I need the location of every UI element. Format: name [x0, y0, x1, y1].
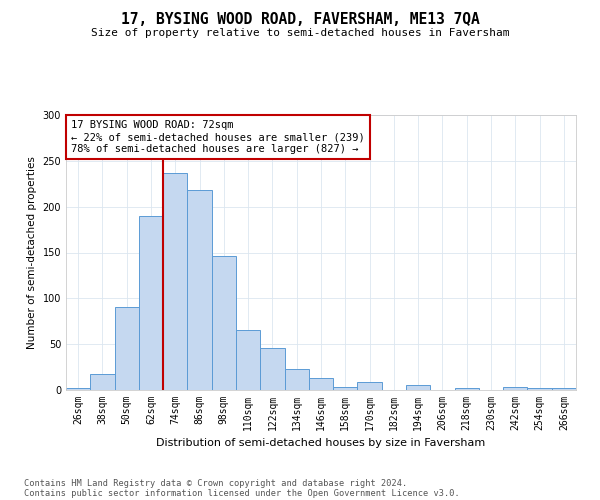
Y-axis label: Number of semi-detached properties: Number of semi-detached properties: [27, 156, 37, 349]
Text: Contains public sector information licensed under the Open Government Licence v3: Contains public sector information licen…: [24, 488, 460, 498]
X-axis label: Distribution of semi-detached houses by size in Faversham: Distribution of semi-detached houses by …: [157, 438, 485, 448]
Bar: [552, 388, 576, 390]
Bar: [358, 382, 382, 390]
Bar: [212, 256, 236, 390]
Bar: [66, 388, 90, 390]
Bar: [139, 216, 163, 390]
Bar: [406, 384, 430, 390]
Bar: [284, 369, 309, 390]
Bar: [309, 378, 333, 390]
Bar: [115, 306, 139, 390]
Bar: [503, 387, 527, 390]
Text: 17 BYSING WOOD ROAD: 72sqm
← 22% of semi-detached houses are smaller (239)
78% o: 17 BYSING WOOD ROAD: 72sqm ← 22% of semi…: [71, 120, 365, 154]
Text: Contains HM Land Registry data © Crown copyright and database right 2024.: Contains HM Land Registry data © Crown c…: [24, 478, 407, 488]
Bar: [527, 388, 552, 390]
Bar: [163, 173, 187, 390]
Bar: [236, 330, 260, 390]
Bar: [260, 348, 284, 390]
Bar: [333, 387, 358, 390]
Text: 17, BYSING WOOD ROAD, FAVERSHAM, ME13 7QA: 17, BYSING WOOD ROAD, FAVERSHAM, ME13 7Q…: [121, 12, 479, 28]
Text: Size of property relative to semi-detached houses in Faversham: Size of property relative to semi-detach…: [91, 28, 509, 38]
Bar: [455, 388, 479, 390]
Bar: [187, 190, 212, 390]
Bar: [90, 374, 115, 390]
